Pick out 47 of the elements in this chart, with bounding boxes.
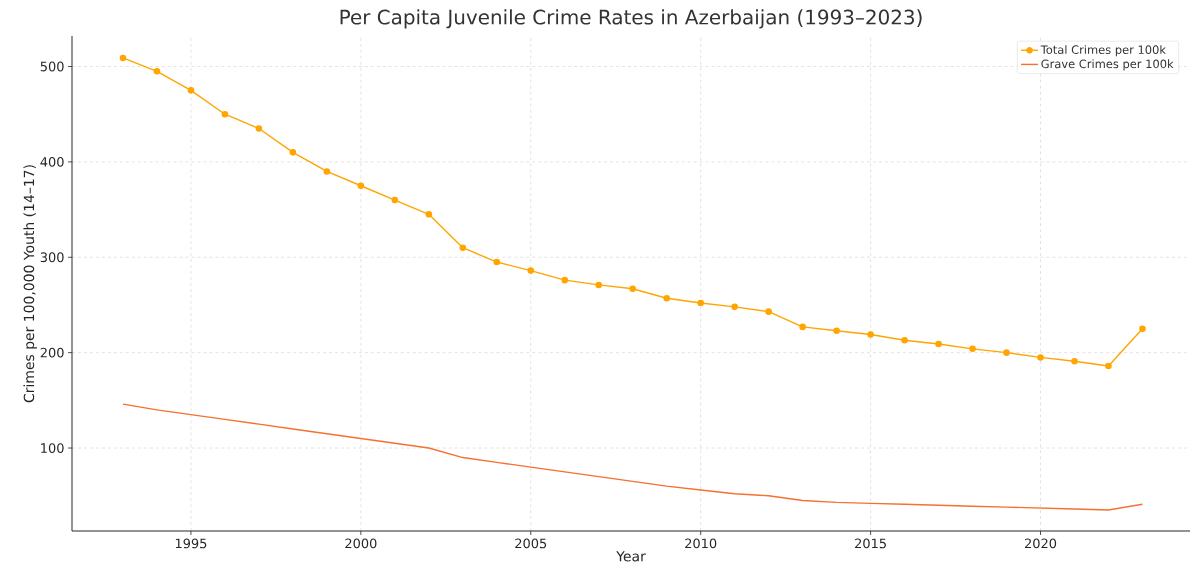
point — [765, 308, 772, 315]
point — [221, 110, 229, 118]
point — [391, 196, 399, 204]
y-tick-label: 200 — [40, 347, 64, 358]
point — [323, 168, 331, 175]
point — [1003, 349, 1010, 356]
point — [731, 303, 738, 311]
point — [595, 281, 603, 289]
point — [799, 323, 806, 331]
point — [187, 87, 195, 94]
x-tick-label: 1995 — [175, 538, 207, 549]
x-tick-label: 2020 — [1024, 538, 1057, 549]
x-tick-label: 2005 — [515, 538, 547, 549]
point — [289, 149, 297, 156]
y-axis-title: Crimes per 100,000 Youth (14–17) — [23, 165, 37, 403]
point — [561, 276, 569, 284]
y-tick-label: 500 — [40, 61, 64, 72]
point — [1105, 362, 1112, 370]
point — [527, 267, 535, 274]
point — [935, 340, 942, 348]
legend-label: Total Crimes per 100k — [1040, 45, 1166, 57]
point — [255, 125, 263, 132]
point — [697, 299, 704, 307]
y-tick-label: 300 — [40, 252, 64, 263]
x-tick-label: 2010 — [685, 538, 717, 549]
point — [1037, 354, 1044, 361]
point — [901, 336, 908, 344]
point — [493, 258, 501, 266]
point — [357, 182, 365, 190]
chart-title: Per Capita Juvenile Crime Rates in Azerbaijan (1993–2023) — [340, 9, 922, 29]
point — [459, 244, 467, 252]
x-tick-label: 2015 — [855, 538, 886, 549]
y-tick-label: 400 — [40, 157, 64, 167]
point — [425, 211, 433, 218]
point — [1071, 357, 1078, 365]
point — [153, 67, 161, 75]
legend-label: Grave Crimes per 100k — [1041, 59, 1174, 71]
point — [867, 331, 874, 338]
point — [1139, 325, 1146, 333]
point — [663, 294, 670, 302]
point — [969, 345, 976, 353]
x-axis-title: Year — [616, 551, 646, 562]
point — [119, 54, 127, 62]
x-tick-label: 2000 — [345, 538, 377, 549]
point — [833, 327, 840, 334]
point — [629, 285, 637, 293]
y-tick-label: 100 — [41, 443, 64, 453]
